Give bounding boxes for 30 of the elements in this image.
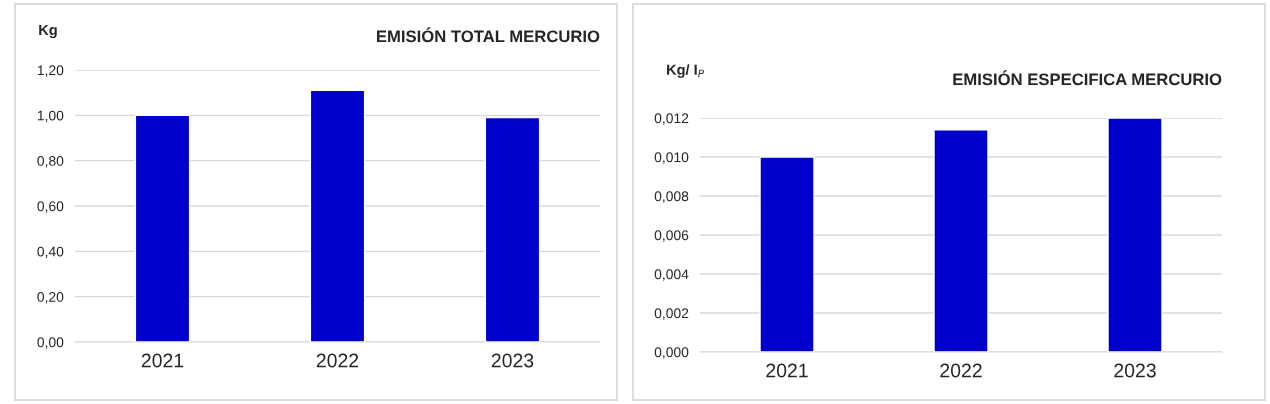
x-tick-label: 2022 <box>316 353 359 368</box>
y-axis-title: Kg/ I$_{P}$ <box>667 64 704 78</box>
x-tick-label: 2021 <box>141 353 184 368</box>
x-tick-label: 2022 <box>940 363 982 378</box>
bar <box>484 116 541 342</box>
y-tick-label: 0,010 <box>654 152 689 164</box>
y-tick-label: 0,012 <box>654 113 689 125</box>
y-tick-label: 1,00 <box>37 110 64 123</box>
y-axis-title: Kg <box>39 24 57 38</box>
y-tick-label: 0,002 <box>654 308 689 320</box>
y-tick-label: 0,008 <box>654 191 689 203</box>
y-tick-label: 0,00 <box>37 337 64 349</box>
y-tick-label: 0,004 <box>654 269 689 281</box>
y-tick-label: 0,80 <box>37 156 64 168</box>
y-tick-label: 0,000 <box>654 347 689 359</box>
bar <box>1107 118 1163 352</box>
y-tick-label: 0,006 <box>654 230 689 242</box>
y-tick-label: 0,60 <box>37 201 64 213</box>
bar <box>309 89 366 342</box>
bar <box>134 114 191 342</box>
x-tick-label: 2023 <box>1114 363 1156 378</box>
chart-title: EMISIÓN TOTAL MERCURIO <box>377 27 600 43</box>
bar <box>933 129 989 352</box>
y-tick-label: 0,20 <box>37 292 64 304</box>
x-tick-label: 2021 <box>766 363 808 378</box>
bar <box>759 156 815 352</box>
y-tick-label: 0,40 <box>37 246 64 259</box>
x-tick-label: 2023 <box>491 353 534 368</box>
y-tick-label: 1,20 <box>37 65 64 77</box>
chart-title: EMISIÓN ESPECIFICA MERCURIO <box>953 70 1222 86</box>
